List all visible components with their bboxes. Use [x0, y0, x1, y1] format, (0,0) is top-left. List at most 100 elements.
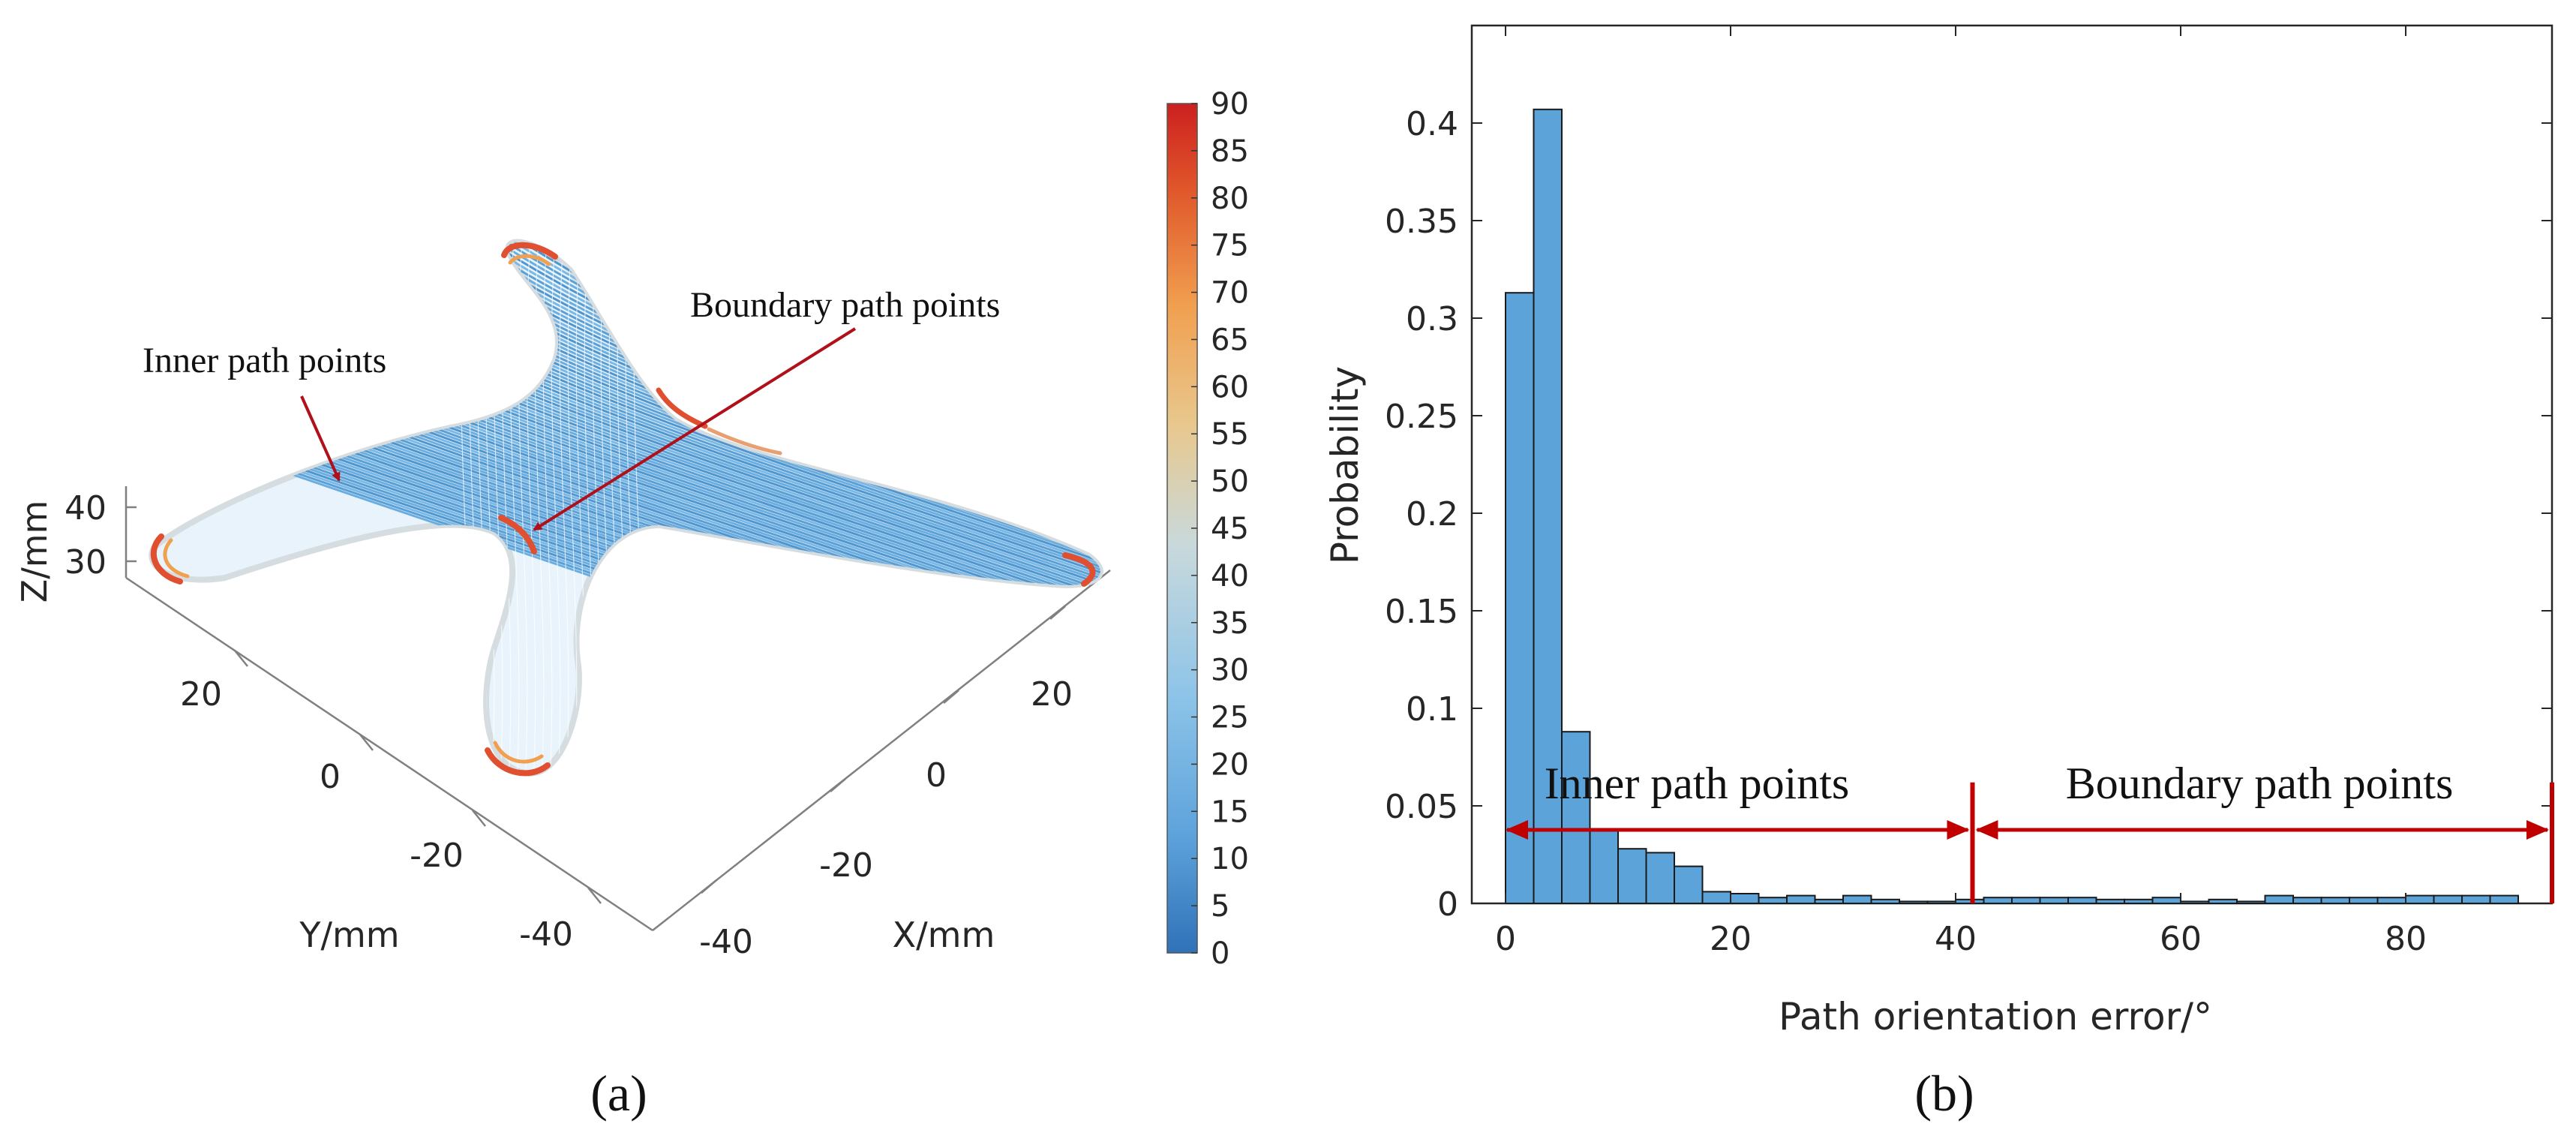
annotation-boundary-path-points: Boundary path points	[690, 285, 1000, 325]
y-tick-label: 0	[320, 758, 341, 796]
inner-path-line	[559, 242, 569, 774]
x-tick-mark	[1049, 606, 1066, 620]
y-axis-line	[125, 576, 653, 932]
x-tick-label: 0	[926, 756, 947, 795]
y-tick-mark	[359, 734, 374, 751]
histogram-bar	[1533, 108, 1563, 904]
colorbar-tick-label: 85	[1211, 134, 1249, 169]
histogram-y-tick-label: 0.4	[1406, 105, 1458, 143]
histogram-bar	[2405, 894, 2435, 904]
histogram-dividers	[1506, 782, 2554, 903]
z-tick-label: 40	[65, 489, 107, 527]
colorbar-ticks: 0 5 10 15 20 25 30 35 40 45 50 55 60 65 70 75 80 85 90	[1191, 87, 1249, 971]
boundary-highlight	[150, 533, 183, 585]
colorbar-tick-label: 45	[1211, 512, 1249, 546]
boundary-highlight	[508, 254, 551, 266]
y-tick-mark	[472, 810, 486, 827]
colorbar-tick-label: 75	[1211, 229, 1249, 263]
colorbar-tick-label: 80	[1211, 182, 1249, 216]
y-tick-label: -20	[410, 837, 464, 875]
histogram-bar	[2067, 897, 2097, 904]
colorbar-tick-label: 0	[1211, 936, 1229, 971]
histogram-bar	[2208, 898, 2238, 905]
x-tick-label: 20	[1031, 675, 1073, 714]
colorbar-tick-label: 20	[1211, 747, 1249, 782]
boundary-highlight	[1062, 552, 1096, 587]
caption-a: (a)	[590, 1065, 647, 1122]
histogram-bar	[2292, 897, 2322, 904]
y-axis-label: Y/mm	[299, 915, 399, 955]
boundary-highlight	[485, 747, 551, 777]
histogram-bar	[1870, 898, 1900, 905]
colorbar-tick-label: 90	[1211, 87, 1249, 122]
histogram-y-tick-label: 0.25	[1385, 398, 1458, 436]
x-tick-mark	[830, 778, 846, 792]
histogram-bar	[1842, 894, 1872, 904]
colorbar-tick-label: 40	[1211, 559, 1249, 594]
colorbar-tick-label: 55	[1211, 417, 1249, 452]
histogram-x-tick-label: 80	[2385, 920, 2427, 958]
histogram-bar	[1926, 900, 1956, 905]
histogram-bar	[1983, 897, 2013, 904]
boundary-path-highlights	[150, 242, 1096, 777]
y-tick-mark	[234, 650, 248, 667]
histogram-bar	[2349, 897, 2379, 904]
histogram-bar	[2151, 897, 2181, 904]
histogram-bar	[2180, 900, 2210, 905]
colorbar-tick-label: 70	[1211, 276, 1249, 311]
colorbar-tick-label: 5	[1211, 889, 1229, 924]
x-ticks	[701, 606, 1066, 894]
histogram-x-tick-label: 40	[1935, 920, 1977, 958]
histogram-x-label: Path orientation error/°	[1779, 995, 2212, 1038]
histogram-bar	[1589, 828, 1619, 904]
x-tick-mark	[943, 690, 959, 704]
annotation-inner-path-points: Inner path points	[143, 341, 386, 380]
histogram-bar	[2376, 897, 2406, 904]
histogram-bar	[2320, 897, 2350, 904]
boundary-highlight	[707, 427, 782, 455]
histogram-y-tick-label: 0.1	[1406, 690, 1458, 729]
histogram-bar	[1561, 731, 1591, 905]
y-tick-label: -40	[519, 915, 573, 954]
histogram-y-tick-label: 0.05	[1385, 788, 1458, 826]
histogram-bar	[1645, 852, 1675, 905]
histogram-bar	[2433, 894, 2463, 904]
histogram-bar	[2011, 897, 2041, 904]
histogram-y-tick-label: 0.35	[1385, 203, 1458, 241]
colorbar-tick-label: 60	[1211, 370, 1249, 404]
histogram-x-tick-label: 0	[1495, 920, 1516, 958]
x-axis-label: X/mm	[893, 915, 995, 955]
histogram-y-ticks: 0 0.05 0.1 0.15 0.2 0.25 0.3 0.35 0.4	[1385, 105, 2552, 924]
annotation-arrow-inner	[300, 395, 341, 482]
histogram-bar	[2095, 898, 2125, 905]
z-tick-label: 30	[65, 543, 107, 582]
colorbar-tick-label: 25	[1211, 701, 1249, 735]
histogram-bar	[1814, 898, 1844, 905]
boundary-highlight	[501, 242, 558, 260]
colorbar-tick-label: 30	[1211, 654, 1249, 688]
histogram-x-tick-label: 60	[2160, 920, 2202, 958]
histogram-y-tick-label: 0.3	[1406, 300, 1458, 338]
histogram-bar	[1899, 900, 1929, 905]
y-ticks	[234, 650, 602, 904]
histogram-bar	[2236, 900, 2266, 905]
histogram-bar	[1786, 894, 1816, 904]
boundary-highlight	[656, 387, 708, 429]
histogram-bar	[1730, 893, 1760, 904]
colorbar-tick-label: 10	[1211, 842, 1249, 876]
colorbar-tick-label: 65	[1211, 323, 1249, 357]
histogram-annotation-inner: Inner path points	[1545, 759, 1850, 808]
colorbar-tick-label: 15	[1211, 795, 1249, 829]
x-tick-mark	[701, 879, 717, 894]
histogram-bar	[2489, 894, 2519, 904]
colorbar: 0 5 10 15 20 25 30 35 40 45 50 55 60 65 70 75 80 85 90	[1166, 87, 1249, 971]
histogram-y-label: Probability	[1323, 366, 1367, 564]
histogram-bar	[2039, 897, 2069, 904]
boundary-highlight	[498, 515, 537, 554]
colorbar-tick-label: 35	[1211, 606, 1249, 641]
y-tick-label: 20	[180, 675, 222, 714]
histogram-bars	[1505, 108, 2519, 905]
x-tick-label: -40	[699, 923, 753, 961]
histogram-bar	[1955, 898, 1985, 905]
